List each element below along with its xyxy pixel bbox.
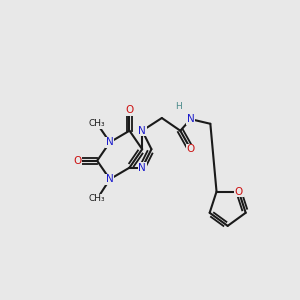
Text: H: H: [175, 102, 182, 111]
Text: O: O: [125, 105, 134, 115]
Text: O: O: [74, 156, 82, 166]
Text: N: N: [138, 126, 146, 136]
Text: CH₃: CH₃: [89, 194, 106, 203]
Text: CH₃: CH₃: [89, 119, 106, 128]
Text: N: N: [138, 163, 146, 173]
Text: N: N: [106, 174, 114, 184]
Text: O: O: [187, 144, 195, 154]
Text: O: O: [235, 187, 243, 196]
Text: N: N: [187, 114, 195, 124]
Text: N: N: [106, 137, 114, 147]
